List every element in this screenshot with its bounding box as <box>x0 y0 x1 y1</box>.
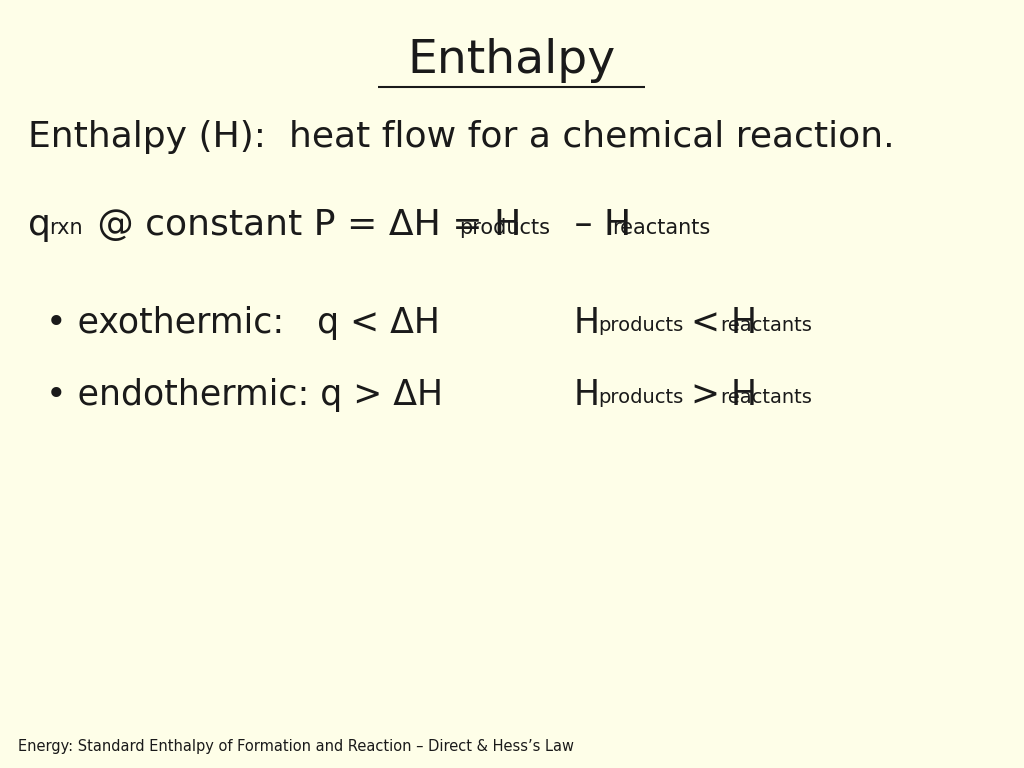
Text: reactants: reactants <box>720 388 812 407</box>
Text: Energy: Standard Enthalpy of Formation and Reaction – Direct & Hess’s Law: Energy: Standard Enthalpy of Formation a… <box>18 739 574 754</box>
Text: < H: < H <box>680 306 757 340</box>
Text: H: H <box>574 378 600 412</box>
Text: rxn: rxn <box>49 218 83 238</box>
Text: products: products <box>598 388 683 407</box>
Text: – H: – H <box>563 208 631 242</box>
Text: @ constant P = ΔH = H: @ constant P = ΔH = H <box>86 208 521 242</box>
Text: Enthalpy (H):  heat flow for a chemical reaction.: Enthalpy (H): heat flow for a chemical r… <box>28 120 895 154</box>
Text: • exothermic:   q < ΔH: • exothermic: q < ΔH <box>46 306 440 340</box>
Text: Enthalpy: Enthalpy <box>408 38 616 83</box>
Text: reactants: reactants <box>720 316 812 335</box>
Text: products: products <box>598 316 683 335</box>
Text: H: H <box>574 306 600 340</box>
Text: > H: > H <box>680 378 757 412</box>
Text: • endothermic: q > ΔH: • endothermic: q > ΔH <box>46 378 443 412</box>
Text: reactants: reactants <box>612 218 711 238</box>
Text: products: products <box>459 218 550 238</box>
Text: q: q <box>28 208 51 242</box>
